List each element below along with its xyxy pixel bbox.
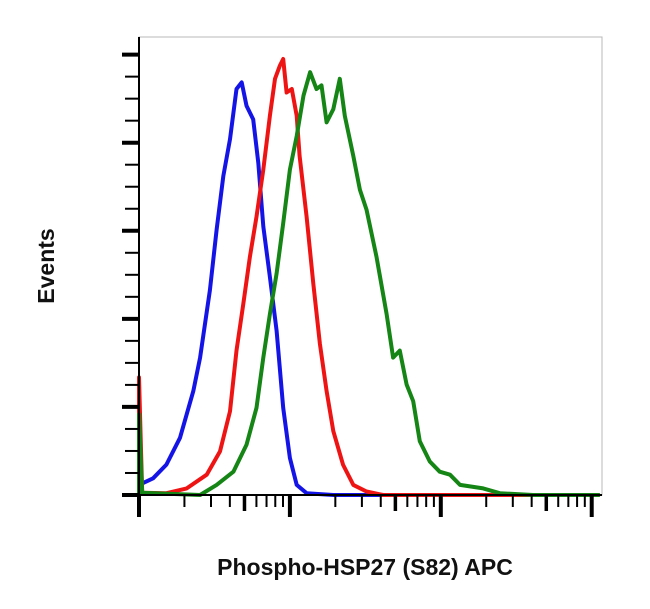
series-layer <box>137 57 600 497</box>
histogram-series-1 <box>138 80 600 497</box>
plot-frame <box>138 36 603 496</box>
histogram-series-2 <box>137 57 600 497</box>
axes-layer <box>122 37 602 517</box>
histogram-series-3 <box>137 70 600 497</box>
x-axis-label: Phospho-HSP27 (S82) APC <box>217 554 513 580</box>
y-axis-label: Events <box>33 228 59 303</box>
